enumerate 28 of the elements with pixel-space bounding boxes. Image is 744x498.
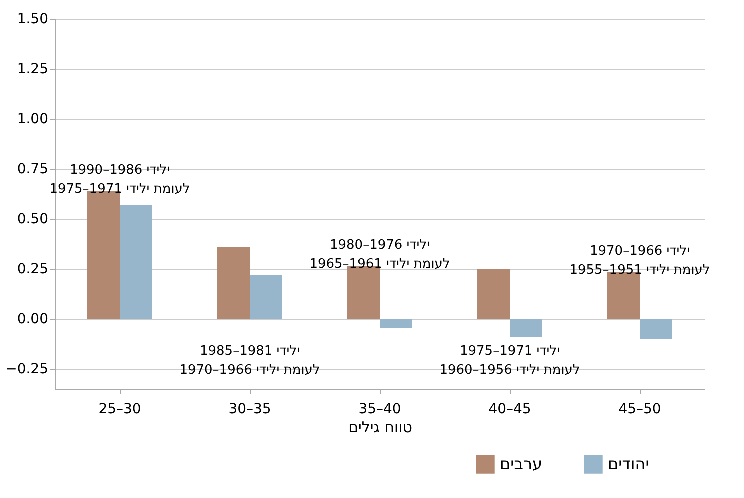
legend-label: יהודים bbox=[608, 454, 650, 474]
annotation: ילידי 1976–1980 לעומת ילידי 1961–1965 bbox=[310, 238, 450, 272]
x-tick-label: 25–30 bbox=[98, 402, 142, 418]
legend-label: ערבים bbox=[500, 454, 542, 474]
y-tick-label: 1.50 bbox=[17, 12, 48, 28]
bar bbox=[218, 247, 250, 319]
annotation: ילידי 1971–1975 לעומת ילידי 1956–1960 bbox=[440, 344, 580, 378]
y-tick-label: 1.00 bbox=[17, 112, 48, 128]
y-tick-label: 0.00 bbox=[17, 312, 48, 328]
annotation: ילידי 1986–1990 לעומת ילידי 1971–1975 bbox=[50, 163, 190, 197]
bar bbox=[250, 275, 282, 319]
x-tick-label: 40–45 bbox=[488, 402, 532, 418]
bar bbox=[510, 319, 542, 337]
annotation: ילידי 1966–1970 לעומת ילידי 1951–1955 bbox=[570, 244, 710, 278]
y-tick-label: −0.25 bbox=[6, 362, 48, 378]
bar bbox=[120, 205, 152, 319]
x-axis-title: טווח גילים bbox=[348, 418, 412, 436]
annotation: ילידי 1981–1985 לעומת ילידי 1966–1970 bbox=[180, 344, 320, 378]
bar bbox=[640, 319, 672, 339]
y-tick-label: 1.25 bbox=[17, 62, 48, 78]
x-tick-label: 30–35 bbox=[228, 402, 272, 418]
y-tick-label: 0.25 bbox=[17, 262, 48, 278]
bar bbox=[478, 269, 510, 319]
y-tick-label: 0.75 bbox=[17, 162, 48, 178]
y-tick-label: 0.50 bbox=[17, 212, 48, 228]
x-tick-label: 45–50 bbox=[618, 402, 662, 418]
bar bbox=[380, 319, 412, 328]
x-tick-label: 35–40 bbox=[358, 402, 402, 418]
